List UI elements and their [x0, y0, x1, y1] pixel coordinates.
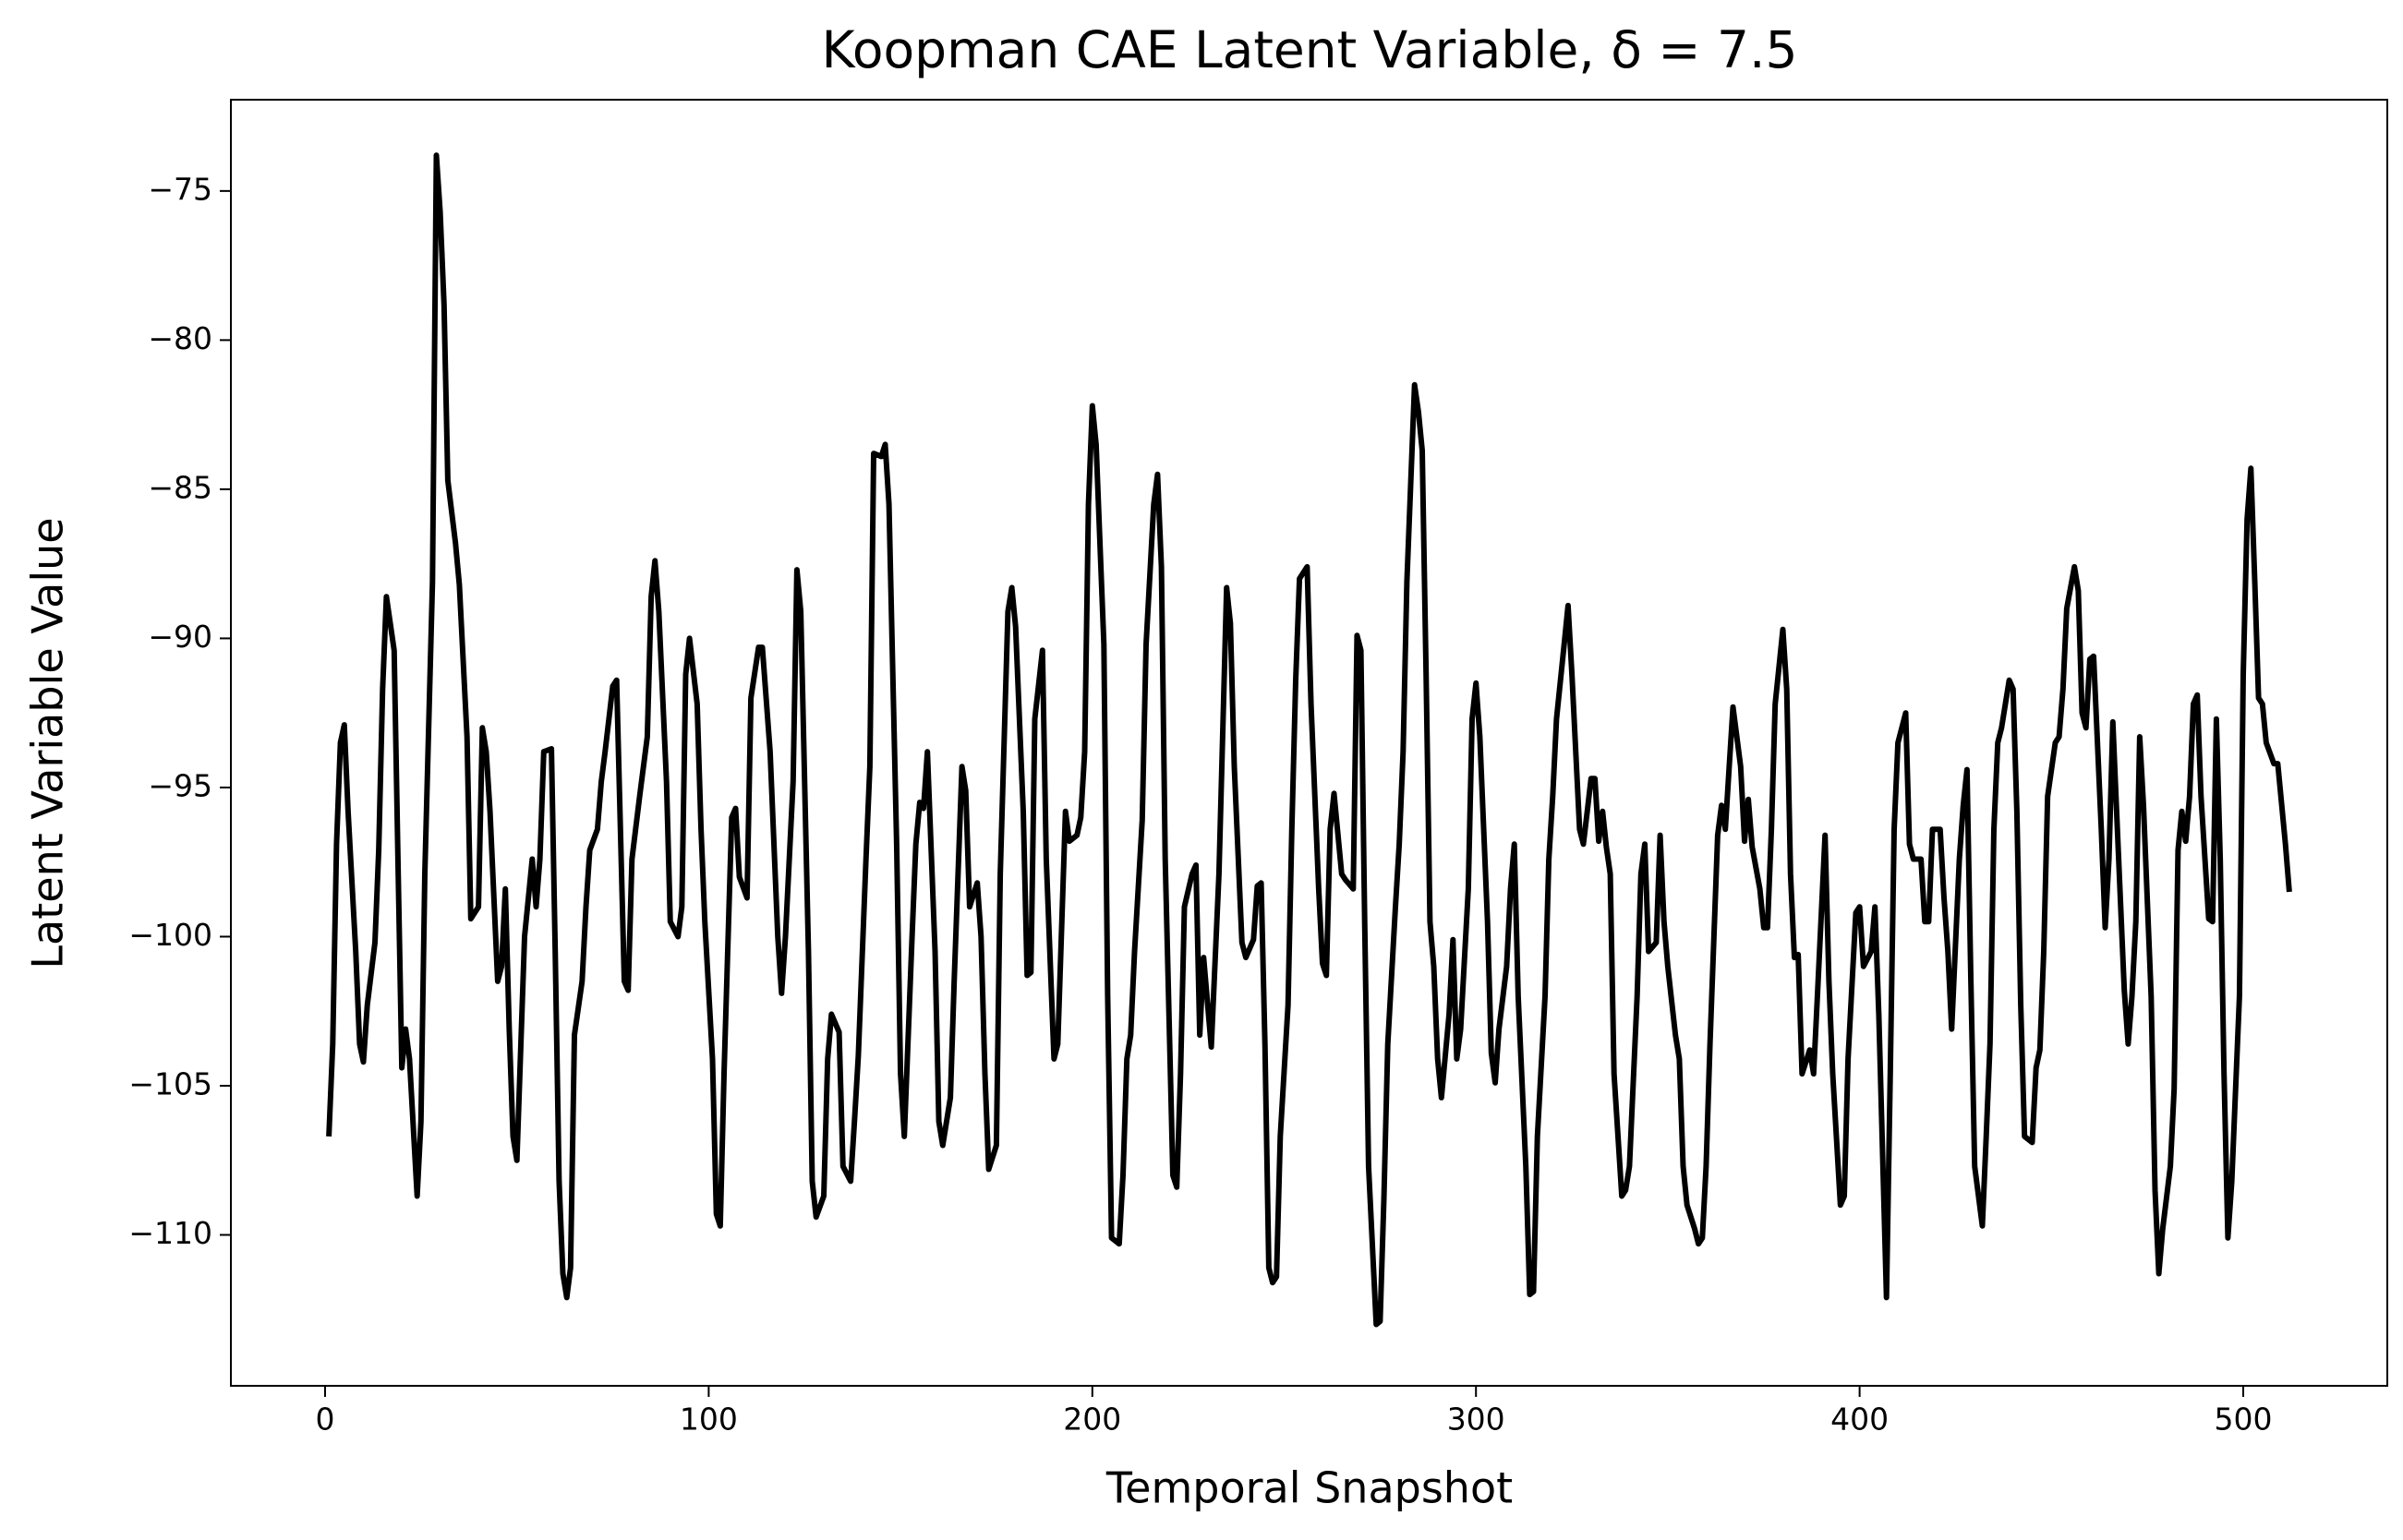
- y-tick-label: −110: [128, 1215, 212, 1251]
- x-tick-label: 0: [315, 1402, 334, 1438]
- chart-title: Koopman CAE Latent Variable, δ = 7.5: [822, 20, 1798, 79]
- x-tick-label: 500: [2215, 1402, 2273, 1438]
- data-line: [326, 152, 2292, 1328]
- x-tick-label: 400: [1830, 1402, 1889, 1438]
- x-tick-label: 300: [1447, 1402, 1505, 1438]
- y-tick-label: −85: [148, 469, 212, 505]
- y-tick-label: −90: [148, 619, 212, 655]
- y-tick-label: −75: [148, 171, 212, 207]
- y-tick-label: −95: [148, 767, 212, 803]
- x-tick-label: 100: [680, 1402, 738, 1438]
- y-tick-label: −80: [148, 320, 212, 356]
- y-tick-label: −105: [128, 1066, 212, 1102]
- y-axis-label: Latent Variable Value: [23, 517, 73, 969]
- x-tick-label: 200: [1063, 1402, 1121, 1438]
- plot-frame: [230, 99, 2388, 1387]
- y-tick-label: −100: [128, 917, 212, 953]
- x-axis-label: Temporal Snapshot: [1105, 1463, 1513, 1513]
